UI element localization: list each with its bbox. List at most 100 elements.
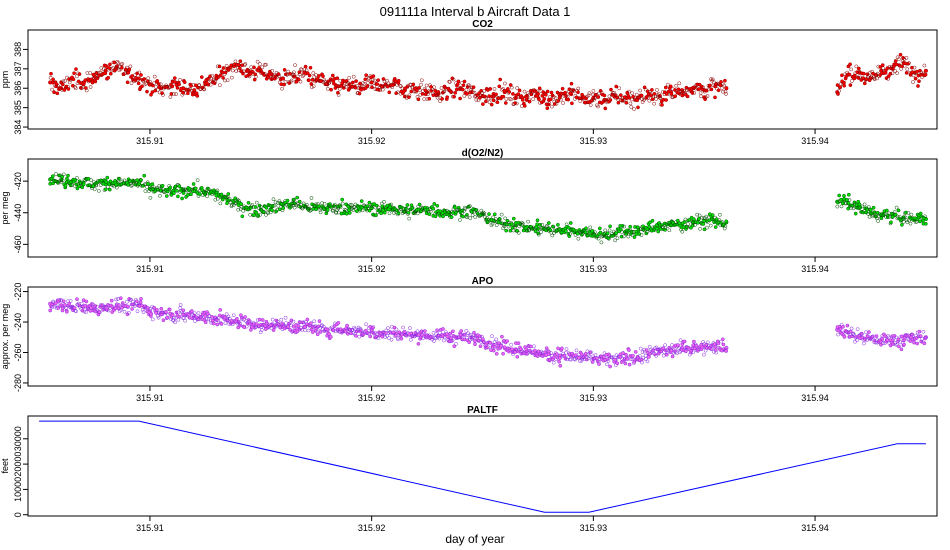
- data-point: [302, 325, 307, 330]
- data-point: [556, 222, 560, 227]
- x-axis-label: day of year: [445, 532, 504, 546]
- data-point: [70, 183, 74, 188]
- data-point: [511, 228, 516, 233]
- data-point: [88, 309, 93, 313]
- data-point: [852, 332, 856, 337]
- data-point: [133, 304, 137, 308]
- data-point: [273, 324, 278, 329]
- data-point: [492, 212, 497, 217]
- data-point: [406, 83, 410, 88]
- data-point: [423, 88, 428, 93]
- data-point: [535, 89, 540, 94]
- data-point: [213, 197, 218, 202]
- data-point: [512, 96, 517, 101]
- data-point: [236, 207, 241, 212]
- data-point: [445, 95, 450, 100]
- data-point: [424, 83, 429, 88]
- data-point: [638, 346, 643, 351]
- data-point: [894, 335, 898, 340]
- data-point: [177, 184, 182, 188]
- data-point: [378, 88, 382, 92]
- data-point: [156, 188, 161, 192]
- data-point: [485, 216, 489, 220]
- data-point: [482, 340, 486, 344]
- data-point: [591, 89, 596, 93]
- data-point: [904, 218, 909, 223]
- data-point: [656, 92, 661, 96]
- data-point: [623, 361, 628, 366]
- data-point: [627, 89, 631, 94]
- data-point: [498, 77, 503, 82]
- data-point: [239, 202, 244, 206]
- data-point: [432, 202, 437, 206]
- data-point: [692, 346, 697, 351]
- data-point: [598, 230, 603, 235]
- data-point: [489, 102, 494, 107]
- data-point: [382, 199, 386, 204]
- data-point: [570, 101, 574, 106]
- data-point: [494, 337, 499, 342]
- data-point: [720, 86, 724, 91]
- data-point: [875, 76, 879, 81]
- data-point: [189, 192, 193, 197]
- data-point: [902, 57, 907, 61]
- data-point: [547, 101, 552, 106]
- data-point: [470, 213, 475, 218]
- data-point: [515, 354, 520, 359]
- data-point: [478, 344, 483, 349]
- data-point: [460, 87, 465, 92]
- data-point: [285, 198, 290, 203]
- data-point: [415, 329, 420, 334]
- data-point: [125, 299, 129, 304]
- data-point: [471, 85, 476, 90]
- data-point: [432, 339, 436, 343]
- data-point: [857, 69, 862, 74]
- data-point: [652, 101, 657, 106]
- data-point: [856, 66, 861, 71]
- data-point: [219, 192, 224, 197]
- data-point: [613, 238, 617, 243]
- data-point: [893, 212, 898, 217]
- data-point: [354, 79, 358, 83]
- data-point: [862, 341, 866, 346]
- data-point: [519, 220, 524, 225]
- data-point: [440, 97, 444, 101]
- data-point: [244, 324, 249, 329]
- data-point: [306, 328, 311, 333]
- data-point: [716, 88, 721, 93]
- data-point: [880, 63, 885, 67]
- data-point: [871, 205, 876, 210]
- data-point: [923, 335, 928, 340]
- data-point: [149, 312, 154, 316]
- data-point: [710, 213, 715, 217]
- data-point: [452, 94, 456, 99]
- data-point: [152, 74, 157, 79]
- data-point: [630, 91, 635, 96]
- data-point: [158, 82, 163, 87]
- data-point: [396, 78, 401, 83]
- data-point: [536, 232, 541, 237]
- data-point: [301, 320, 306, 325]
- data-point: [267, 72, 272, 77]
- data-point: [270, 317, 275, 322]
- data-point: [915, 341, 920, 346]
- data-point: [55, 91, 60, 96]
- data-point: [329, 87, 333, 92]
- data-point: [719, 80, 723, 84]
- data-point: [360, 208, 365, 213]
- data-point: [899, 347, 904, 352]
- data-point: [560, 86, 565, 91]
- panel-co2: CO2 315.91 315.92 315.93 315.94 384 385 386 387 3…: [0, 19, 938, 146]
- data-point: [81, 182, 86, 187]
- data-point: [243, 315, 247, 319]
- data-point: [614, 84, 619, 89]
- data-point: [63, 183, 68, 188]
- data-point: [622, 224, 627, 229]
- data-point: [494, 92, 498, 97]
- data-point: [875, 210, 880, 215]
- data-point: [148, 307, 153, 311]
- y-tick-label: -240: [13, 313, 23, 331]
- data-point: [462, 79, 467, 84]
- data-point: [224, 63, 229, 68]
